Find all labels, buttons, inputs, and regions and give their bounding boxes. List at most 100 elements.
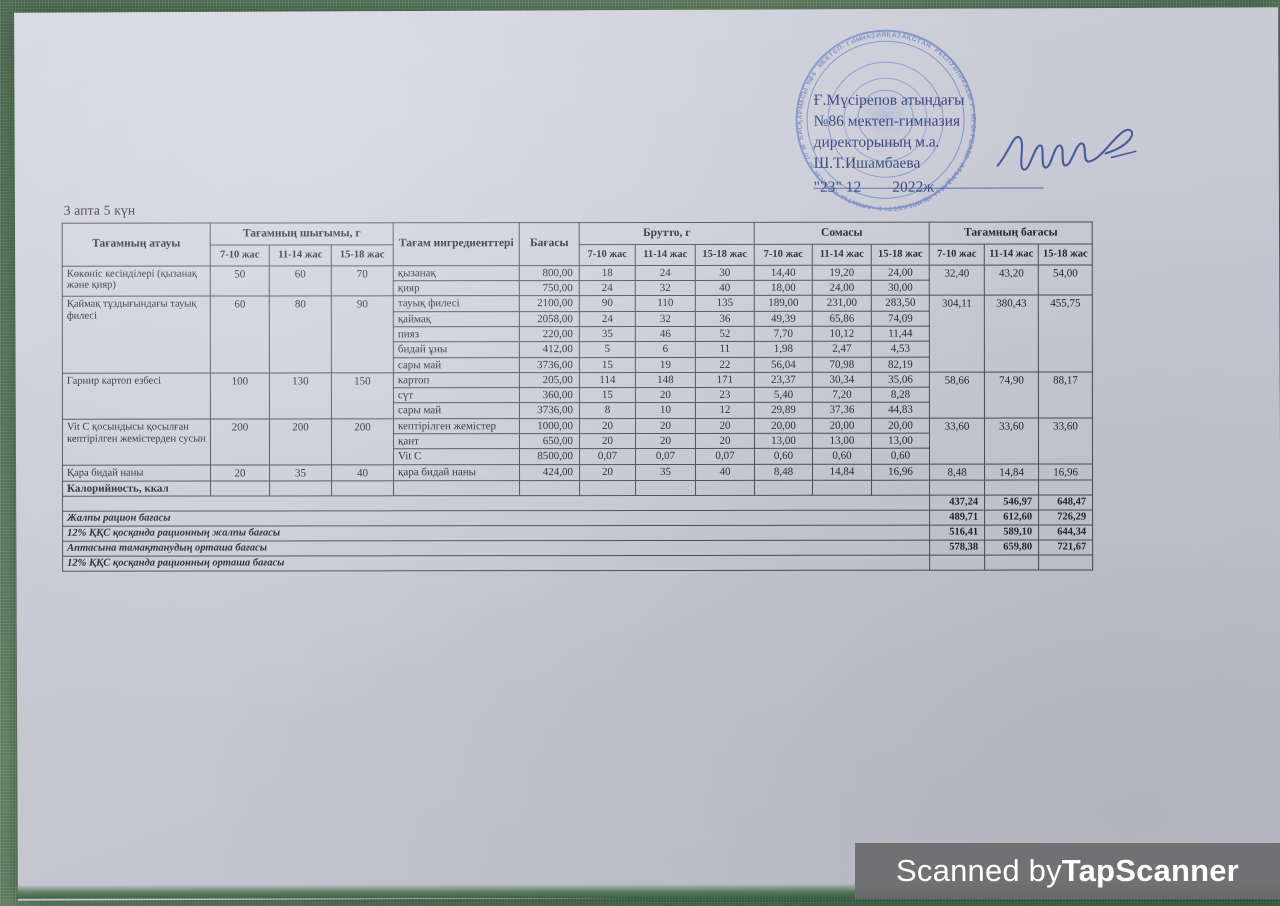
cell-dish-price-age3: 33,60 bbox=[1038, 417, 1093, 464]
menu-table-body: Көкөніс кесінділері (қызанақ және қияр) 5… bbox=[62, 264, 1093, 572]
cell-ingredient-name: сүт bbox=[393, 387, 520, 404]
cell-dish-name: Көкөніс кесінділері (қызанақ және қияр) bbox=[62, 265, 211, 297]
cell-brutto-age3: 22 bbox=[695, 356, 755, 373]
cell-dish-name: Гарнир картоп езбесі bbox=[62, 372, 211, 419]
cell-yield-age2: 80 bbox=[269, 296, 332, 373]
table-row: Қара бидай наны 20 35 40 қара бидай наны 424,… bbox=[62, 463, 1093, 482]
cell-brutto-age3: 40 bbox=[695, 464, 755, 481]
cell-brutto-age1: 15 bbox=[579, 357, 636, 373]
cell-sum-age2: 231,00 bbox=[812, 295, 872, 311]
cell-sum-age3: 4,53 bbox=[871, 341, 930, 357]
cell-yield-age1: 60 bbox=[210, 296, 270, 373]
cell-yield-age1: 50 bbox=[210, 265, 270, 297]
summary-row: 12% ҚҚС қосқанда рационның орташа бағасы bbox=[62, 555, 1093, 572]
table-row: Гарнир картоп езбесі 100 130 150 картоп 205,0… bbox=[62, 371, 1093, 419]
cell-sum-age3: 30,00 bbox=[871, 280, 930, 296]
table-row: Vit C қосындысы қосылған кептірілген жем… bbox=[62, 417, 1093, 465]
cell-dish-price-age1: 8,48 bbox=[929, 463, 985, 481]
summary-row: Жалпы рацион бағасы 489,71 612,60 726,29 bbox=[62, 510, 1093, 527]
cell-summary-label: 12% ҚҚС қосқанда рационның жалпы бағасы bbox=[62, 525, 930, 542]
table-row: Көкөніс кесінділері (қызанақ және қияр) 5… bbox=[62, 264, 1093, 297]
cell-sum-age3: 8,28 bbox=[871, 387, 930, 403]
cell-dish-name: Vit C қосындысы қосылған кептірілген жем… bbox=[62, 418, 211, 465]
handwritten-signature-icon bbox=[996, 128, 1137, 171]
th-dish-name: Тағамның атауы bbox=[62, 223, 211, 266]
cell-brutto-age1: 18 bbox=[579, 265, 636, 281]
menu-table-wrapper: Тағамның атауы Тағамның шығымы, г Тағам … bbox=[61, 221, 1094, 573]
cell-dish-price-age1: 32,40 bbox=[929, 264, 985, 296]
cell-brutto-age1: 24 bbox=[579, 311, 636, 327]
cell-ingredient-price: 205,00 bbox=[519, 372, 580, 388]
cell-brutto-age1: 114 bbox=[579, 372, 636, 388]
cell-calorie-empty bbox=[635, 480, 696, 496]
cell-calorie-empty bbox=[984, 480, 1039, 496]
cell-sum-age3: 82,19 bbox=[871, 356, 930, 373]
cell-brutto-age3: 12 bbox=[695, 402, 755, 419]
cell-sum-age3: 13,00 bbox=[871, 433, 930, 449]
th-brutto-group: Брутто, г bbox=[579, 222, 755, 245]
cell-sum-age2: 7,20 bbox=[812, 387, 872, 403]
cell-ingredient-name: қант bbox=[393, 433, 520, 450]
cell-sum-age2: 2,47 bbox=[812, 341, 872, 357]
cell-calorie-empty bbox=[269, 480, 332, 497]
cell-brutto-age2: 10 bbox=[635, 402, 696, 419]
cell-calorie-empty bbox=[812, 480, 872, 496]
cell-yield-age3: 40 bbox=[331, 464, 394, 481]
cell-summary-label: 12% ҚҚС қосқанда рационның орташа бағасы bbox=[62, 555, 930, 572]
cell-brutto-age2: 20 bbox=[635, 433, 696, 449]
cell-brutto-age1: 5 bbox=[579, 341, 636, 358]
cell-ingredient-name: тауық филесі bbox=[393, 295, 520, 312]
menu-table: Тағамның атауы Тағамның шығымы, г Тағам … bbox=[61, 221, 1094, 573]
cell-calorie-empty bbox=[695, 480, 755, 496]
th-dishprice-age3: 15-18 жас bbox=[1038, 243, 1093, 265]
cell-brutto-age1: 20 bbox=[579, 433, 636, 449]
cell-dish-price-age1: 33,60 bbox=[929, 417, 985, 464]
cell-ingredient-name: сары май bbox=[393, 357, 520, 373]
cell-ingredient-price: 412,00 bbox=[519, 341, 580, 358]
cell-dish-price-age3: 455,75 bbox=[1038, 295, 1093, 372]
cell-dish-price-age1: 304,11 bbox=[929, 295, 985, 372]
cell-sum-age3: 74,09 bbox=[871, 310, 930, 327]
cell-brutto-age2: 6 bbox=[635, 341, 696, 358]
cell-dish-price-age2: 74,90 bbox=[984, 371, 1039, 418]
cell-dish-price-age2: 43,20 bbox=[984, 264, 1039, 296]
cell-ingredient-price: 750,00 bbox=[519, 280, 580, 296]
cell-sum-age1: 49,39 bbox=[754, 310, 813, 327]
cell-yield-age2: 60 bbox=[269, 265, 332, 297]
cell-sum-age2: 19,20 bbox=[812, 264, 872, 281]
table-row: Қаймақ тұздығындағы тауық филесі 60 80 90 та… bbox=[62, 295, 1093, 374]
cell-ingredient-price: 650,00 bbox=[519, 433, 580, 450]
cell-brutto-age3: 23 bbox=[695, 387, 755, 403]
cell-sum-age2: 30,34 bbox=[812, 372, 872, 388]
cell-sum-age3: 11,44 bbox=[871, 326, 930, 342]
cell-sum-age2: 65,86 bbox=[812, 310, 872, 327]
cell-summary-label bbox=[62, 495, 930, 512]
th-price: Бағасы bbox=[519, 222, 580, 266]
cell-summary-value-age1: 489,71 bbox=[929, 510, 985, 526]
cell-dish-price-age2: 14,84 bbox=[984, 463, 1039, 481]
cell-sum-age1: 20,00 bbox=[754, 418, 813, 434]
cell-summary-value-age1: 516,41 bbox=[929, 525, 985, 541]
cell-ingredient-name: бидай ұны bbox=[393, 341, 520, 358]
th-yield-group: Тағамның шығымы, г bbox=[210, 222, 394, 245]
cell-brutto-age2: 19 bbox=[635, 356, 696, 373]
cell-summary-value-age3 bbox=[1038, 555, 1093, 571]
th-sum-age3: 15-18 жас bbox=[871, 244, 930, 265]
cell-brutto-age3: 52 bbox=[695, 326, 755, 342]
cell-summary-value-age2: 589,10 bbox=[984, 525, 1039, 541]
cell-sum-age3: 35,06 bbox=[871, 371, 930, 388]
cell-calorie-empty bbox=[210, 480, 270, 497]
watermark-prefix: Scanned by bbox=[896, 853, 1062, 888]
cell-brutto-age2: 46 bbox=[635, 326, 696, 342]
cell-dish-name: Қаймақ тұздығындағы тауық филесі bbox=[62, 296, 211, 374]
cell-brutto-age2: 148 bbox=[635, 372, 696, 388]
cell-brutto-age1: 24 bbox=[579, 280, 636, 296]
cell-sum-age1: 1,98 bbox=[754, 341, 813, 357]
cell-summary-value-age2 bbox=[984, 555, 1039, 571]
cell-dish-price-age3: 88,17 bbox=[1038, 371, 1093, 418]
th-dish-price-group: Тағамның бағасы bbox=[929, 221, 1093, 245]
cell-brutto-age1: 15 bbox=[579, 387, 636, 404]
cell-ingredient-name: қаймақ bbox=[393, 311, 520, 327]
